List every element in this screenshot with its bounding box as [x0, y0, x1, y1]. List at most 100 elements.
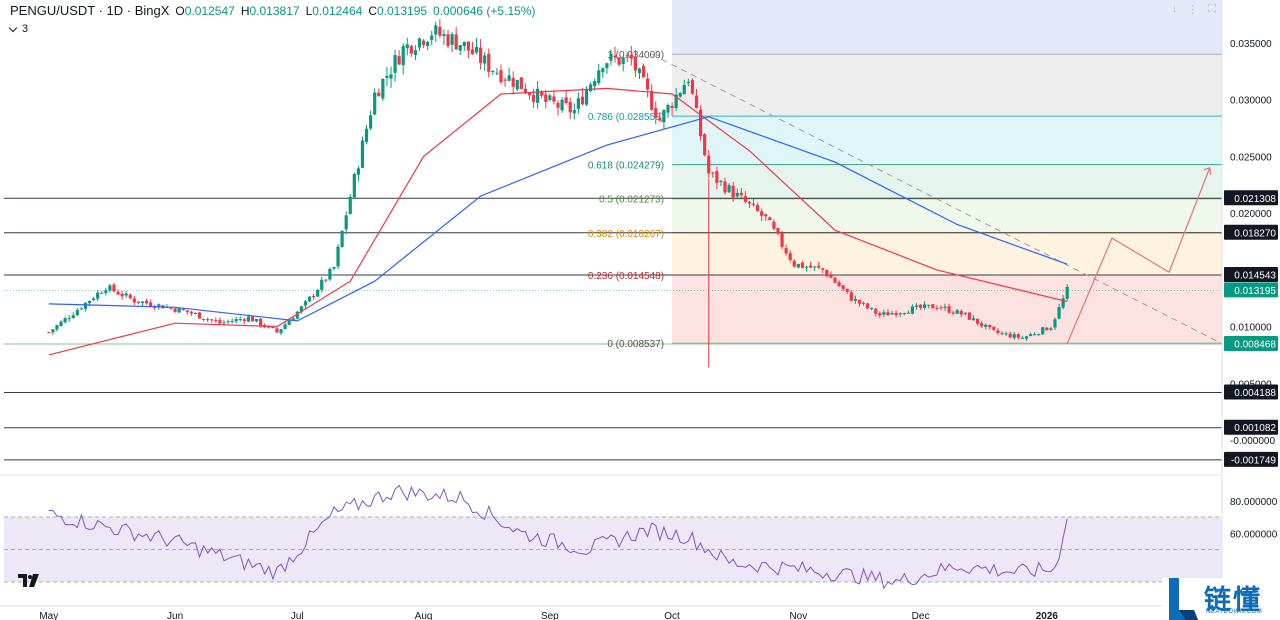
candle	[169, 307, 173, 309]
candle	[381, 78, 385, 99]
watermark-logo: 链懂 NEATDOWN.COM	[1162, 578, 1280, 620]
price-badge: 0.013195	[1224, 282, 1278, 298]
price-badge: 0.004188	[1224, 384, 1278, 400]
candle	[316, 290, 320, 297]
candle	[703, 134, 707, 156]
fib-label: 0.236 (0.014548)	[588, 271, 664, 282]
candle	[894, 312, 898, 316]
price-tick: -0.000000	[1230, 436, 1275, 447]
ma-fast-line	[48, 87, 1068, 356]
candle	[303, 301, 308, 306]
candle	[193, 313, 198, 315]
candle	[609, 53, 613, 61]
candle	[222, 322, 226, 324]
candle	[670, 105, 674, 109]
candle	[259, 318, 263, 326]
candle	[421, 40, 426, 45]
time-tick: Oct	[664, 611, 680, 620]
candle	[59, 321, 63, 326]
price-tick: 0.020000	[1230, 209, 1272, 220]
candle	[768, 217, 772, 221]
candle	[662, 110, 666, 123]
candle	[760, 211, 764, 216]
candle	[605, 63, 609, 69]
candle	[385, 75, 389, 78]
candle	[100, 292, 104, 294]
fib-label: 0.786 (0.028558)	[588, 112, 664, 123]
time-tick: Dec	[912, 611, 930, 620]
candle	[234, 319, 238, 322]
fib-label: 0 (0.008537)	[607, 339, 664, 350]
candle	[483, 55, 487, 64]
fib-zone	[672, 232, 1222, 275]
candle	[295, 311, 299, 319]
rsi-tick: 60.000000	[1230, 529, 1278, 540]
candle	[886, 312, 890, 316]
candle	[1053, 319, 1057, 328]
symbol-title[interactable]: PENGU/USDT · 1D · BingX	[10, 3, 170, 18]
candle	[149, 302, 153, 307]
pane-controls: ↓ ⋮ ⛶	[1172, 3, 1216, 16]
fib-zone	[672, 164, 1222, 199]
price-tick: 0.030000	[1230, 96, 1272, 107]
maximize-icon[interactable]: ⛶	[1208, 3, 1216, 15]
candle	[625, 55, 629, 57]
indicators-toggle[interactable]: 3	[8, 23, 29, 35]
ohlc-open: O0.012547	[175, 3, 235, 18]
fib-zone	[672, 54, 1222, 117]
move-down-icon[interactable]: ↓	[1171, 3, 1178, 15]
candle	[364, 128, 369, 143]
candle	[254, 318, 259, 322]
candle	[202, 318, 206, 320]
tradingview-logo-icon[interactable]	[18, 574, 40, 587]
time-tick: Jun	[167, 611, 183, 620]
ohlc-high: H0.013817	[240, 3, 300, 18]
candle	[320, 279, 324, 290]
candle	[283, 324, 287, 330]
candle	[878, 313, 882, 316]
ohlc-low: L0.012464	[305, 3, 363, 18]
price-badge-label: 0.021308	[1234, 194, 1276, 205]
candle	[340, 230, 344, 247]
candle	[132, 298, 136, 303]
more-icon[interactable]: ⋮	[1187, 4, 1199, 16]
candle	[128, 294, 132, 299]
candle	[674, 94, 678, 109]
candle	[817, 265, 821, 268]
candle	[413, 50, 418, 55]
candle	[1037, 334, 1041, 336]
candle	[450, 34, 454, 45]
price-badge-bg	[1224, 451, 1278, 467]
chevron-down-icon[interactable]	[8, 23, 18, 32]
price-badge: 0.014543	[1224, 267, 1278, 283]
candle	[560, 99, 564, 111]
candle	[454, 34, 458, 50]
candle	[837, 282, 841, 287]
candle	[682, 85, 686, 95]
candle	[613, 55, 617, 58]
candle	[238, 319, 242, 321]
indicators-count: 3	[22, 23, 29, 35]
candle	[955, 310, 959, 314]
candle	[287, 320, 291, 325]
candle	[853, 298, 857, 301]
candle	[356, 168, 361, 175]
candle	[548, 95, 552, 100]
candle	[621, 57, 625, 64]
rsi-line	[48, 484, 1068, 590]
candle	[772, 221, 776, 229]
candle	[311, 296, 316, 298]
candle	[75, 310, 79, 316]
candle	[918, 304, 923, 308]
candle	[51, 329, 55, 333]
candle	[666, 105, 670, 113]
candle	[980, 323, 984, 327]
candle	[597, 70, 601, 84]
candle	[572, 110, 576, 114]
price-badge: -0.001749	[1224, 451, 1278, 467]
candle	[438, 26, 442, 36]
candle	[747, 201, 752, 204]
candle	[324, 279, 328, 281]
